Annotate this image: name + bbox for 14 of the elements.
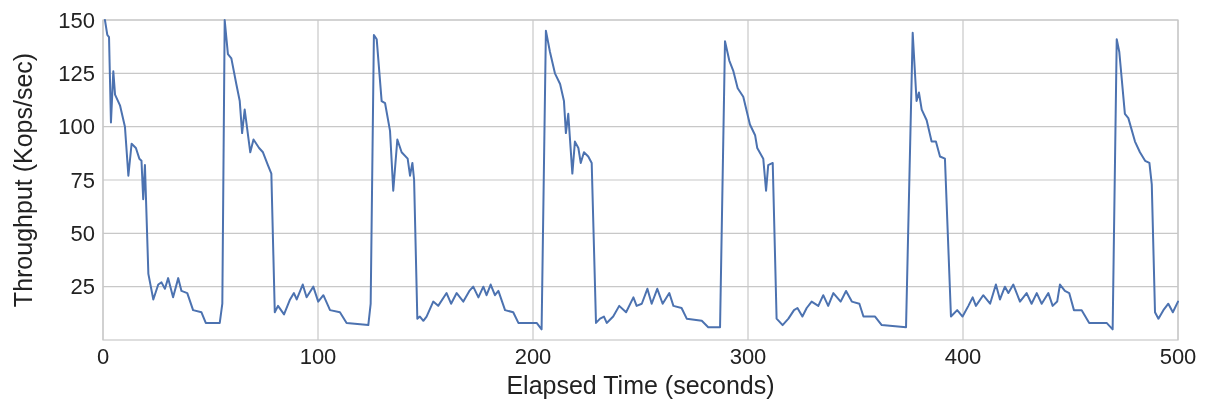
y-tick-label: 50 — [70, 221, 95, 247]
y-tick-label: 150 — [58, 7, 95, 33]
y-axis-title: Throughput (Kops/sec) — [9, 52, 37, 308]
y-tick-label: 125 — [58, 61, 95, 87]
x-tick-label: 300 — [729, 344, 767, 369]
x-tick-label: 100 — [299, 344, 337, 369]
x-tick-label: 0 — [96, 344, 110, 369]
y-tick-label: 75 — [70, 167, 95, 193]
y-tick-label: 25 — [70, 274, 95, 300]
x-tick-label: 200 — [514, 344, 552, 369]
x-tick-label: 400 — [944, 344, 982, 369]
y-tick-label: 100 — [58, 114, 95, 140]
x-tick-label: 500 — [1159, 344, 1197, 369]
x-axis-title: Elapsed Time (seconds) — [506, 371, 775, 399]
